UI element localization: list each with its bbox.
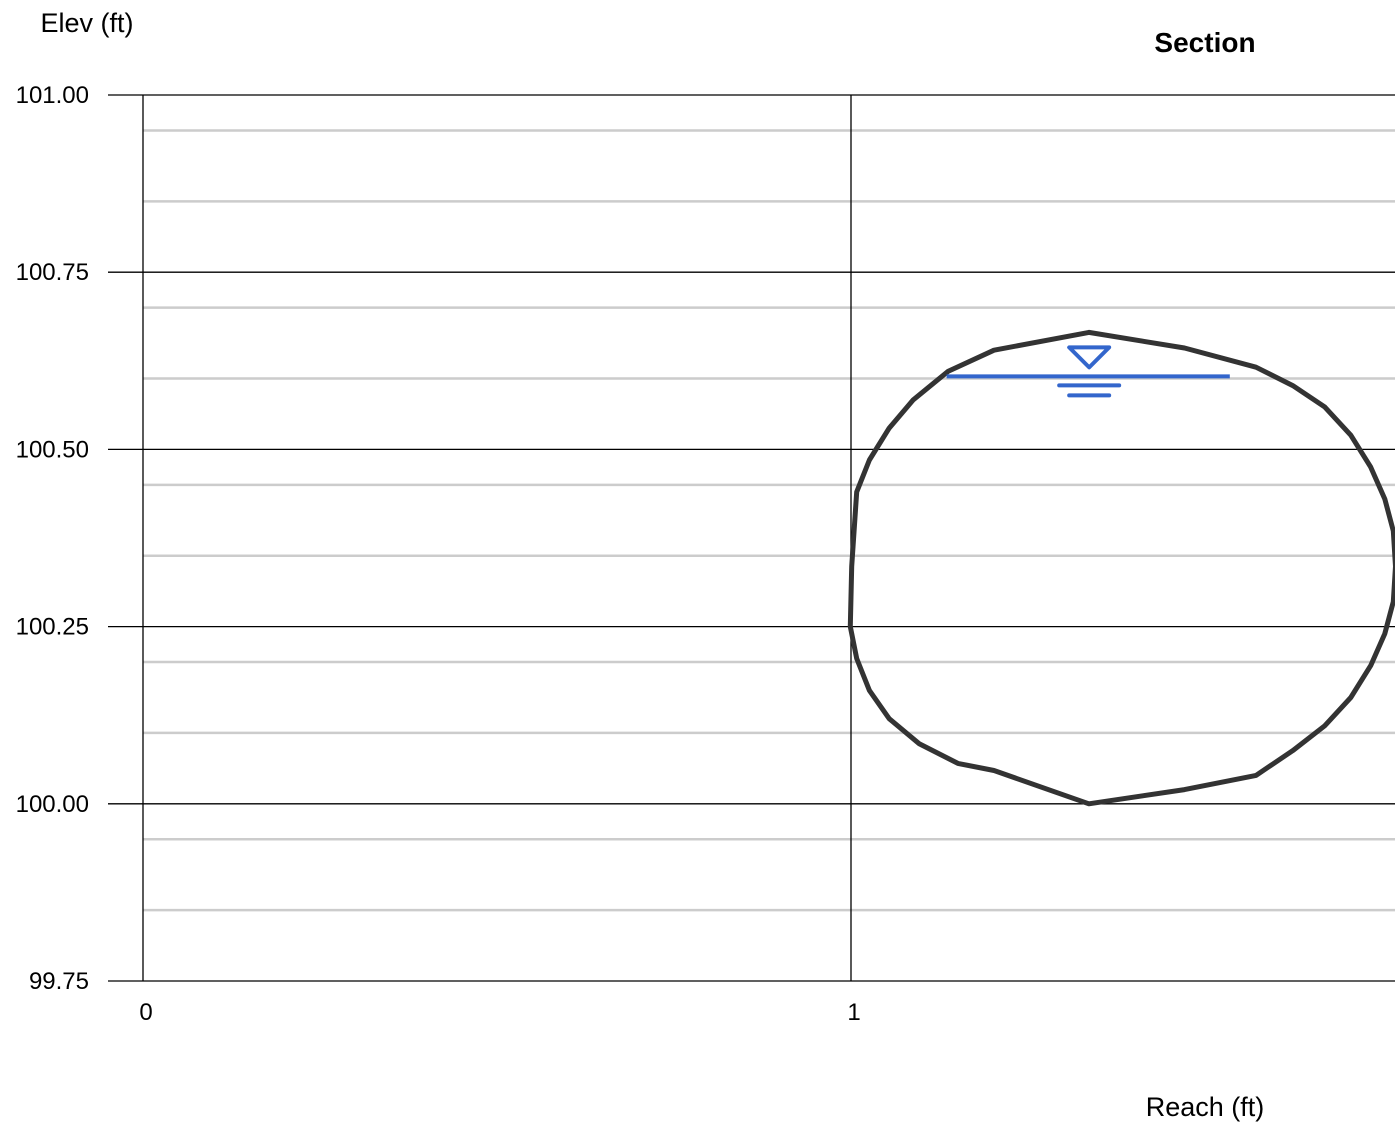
x-axis-label: Reach (ft) [1146, 1092, 1265, 1122]
section-line [847, 329, 1395, 807]
major-gridlines [108, 94, 1395, 982]
y-tick-label: 100.25 [16, 614, 89, 641]
chart-title: Section [1154, 27, 1255, 58]
x-tick-label: 1 [847, 999, 860, 1026]
y-tick-label: 99.75 [29, 968, 89, 995]
y-axis-ticks: 99.75 100.00 100.25 100.50 100.75 101.00 [16, 82, 89, 995]
minor-gridlines [143, 129, 1395, 912]
y-tick-label: 100.50 [16, 436, 89, 463]
water-level-triangle-icon [1067, 345, 1112, 370]
x-tick-label: 0 [139, 999, 152, 1026]
water-surface-symbol [1057, 345, 1122, 398]
y-axis-label: Elev (ft) [40, 8, 133, 38]
y-tick-label: 100.00 [16, 791, 89, 818]
series-layer [847, 329, 1395, 807]
y-tick-label: 101.00 [16, 82, 89, 109]
y-tick-label: 100.75 [16, 259, 89, 286]
